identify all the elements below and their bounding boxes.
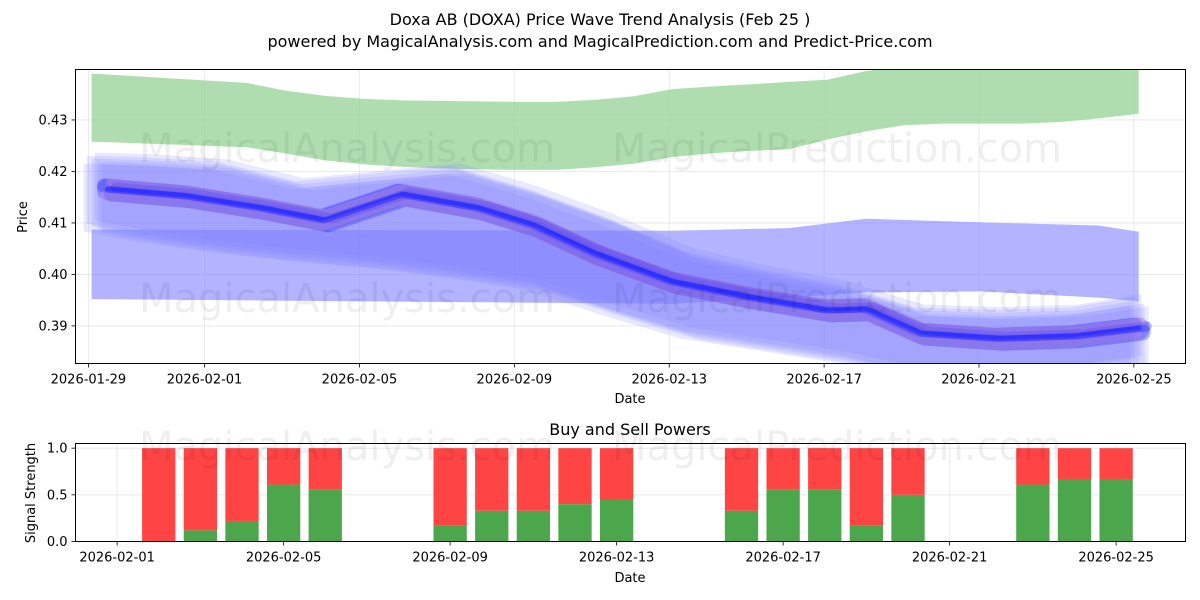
power-x-tick-label: 2026-02-05: [246, 551, 322, 566]
sell-bar: [308, 448, 342, 490]
wave-line-2: [103, 185, 1151, 351]
price-y-tick-label: 0.42: [39, 165, 68, 180]
sell-bar: [142, 448, 176, 542]
power-watermarks: MagicalAnalysis.com MagicalPrediction.co…: [139, 424, 1062, 470]
price-ticks: 0.39 0.40 0.41 0.42 0.43 2026-01-29 2026-02-01…: [39, 113, 1172, 387]
sell-bar: [433, 448, 467, 526]
power-x-tick-label: 2026-02-01: [79, 551, 155, 566]
power-x-tick-label: 2026-02-09: [412, 551, 488, 566]
buy-bar: [1057, 478, 1092, 542]
chart-subtitle: powered by MagicalAnalysis.com and Magic…: [267, 32, 932, 51]
sell-bar: [225, 448, 259, 521]
power-panel: Buy and Sell Powers MagicalAnalysis.com …: [24, 420, 1186, 586]
chart-title: Doxa AB (DOXA) Price Wave Trend Analysis…: [390, 10, 811, 29]
buy-bar: [1099, 478, 1133, 542]
price-y-label: Price: [16, 201, 31, 233]
power-x-tick-label: 2026-02-17: [745, 551, 821, 566]
wave-line-7: [104, 186, 1142, 342]
buy-bar: [266, 484, 301, 542]
price-x-tick-label: 2026-02-21: [941, 373, 1017, 388]
price-y-tick-label: 0.43: [39, 113, 68, 128]
buy-bar: [599, 499, 634, 542]
power-y-label: Signal Strength: [24, 443, 39, 543]
blue-band: [91, 218, 1139, 304]
price-y-tick-label: 0.40: [39, 268, 68, 283]
price-watermarks: MagicalAnalysis.com MagicalPrediction.co…: [139, 126, 1062, 322]
buy-bar: [475, 510, 509, 542]
sell-bar: [266, 448, 301, 485]
wave-line-5: [100, 190, 1142, 350]
price-x-tick-label: 2026-02-05: [322, 373, 398, 388]
power-bars: [142, 448, 1133, 542]
price-x-label: Date: [614, 392, 645, 407]
price-x-tick-label: 2026-02-25: [1096, 373, 1172, 388]
sell-bar: [1099, 448, 1133, 479]
wave-band-3: [86, 155, 1134, 364]
buy-bar: [724, 510, 759, 542]
buy-bar: [516, 510, 551, 542]
buy-bar: [183, 530, 218, 542]
watermark-prediction-bottom: MagicalPrediction.com: [612, 424, 1062, 470]
buy-bar: [433, 525, 467, 542]
buy-bar: [225, 520, 259, 542]
price-x-tick-label: 2026-02-13: [631, 373, 707, 388]
sell-bar: [724, 448, 759, 511]
power-x-tick-label: 2026-02-13: [579, 551, 655, 566]
power-ticks: 0.0 0.5 1.0 2026-02-01 2026-02-05 2026-02-09 2…: [47, 442, 1154, 566]
buy-bar: [308, 489, 342, 542]
wave-band-1: [91, 158, 1139, 364]
power-x-tick-label: 2026-02-25: [1078, 551, 1154, 566]
buy-bar: [1016, 484, 1050, 542]
buy-bar: [891, 494, 925, 542]
buy-bar: [849, 525, 884, 542]
power-y-tick-label: 1.0: [47, 442, 68, 457]
wave-line-6: [105, 178, 1145, 336]
sell-bar: [599, 448, 634, 500]
sell-bar: [1016, 448, 1050, 485]
watermark-prediction-mid: MagicalPrediction.com: [612, 276, 1062, 322]
price-x-tick-label: 2026-01-29: [51, 373, 127, 388]
price-y-tick-label: 0.39: [39, 319, 68, 334]
wave-band-6: [94, 152, 1142, 364]
sell-bar: [475, 448, 509, 511]
watermark-analysis-mid: MagicalAnalysis.com: [139, 276, 555, 322]
wave-band-2: [97, 161, 1145, 364]
sell-bar: [808, 448, 842, 490]
buy-bar: [808, 489, 842, 542]
sell-bar: [558, 448, 592, 505]
sell-bar: [766, 448, 800, 490]
sell-bar: [516, 448, 551, 511]
sell-bar: [183, 448, 218, 531]
watermark-analysis-bottom: MagicalAnalysis.com: [139, 424, 555, 470]
power-x-label: Date: [614, 571, 645, 586]
price-x-tick-label: 2026-02-17: [786, 373, 862, 388]
buy-bar: [558, 504, 592, 542]
wave-line-3: [96, 178, 1142, 342]
price-bands: [83, 69, 1152, 364]
price-x-tick-label: 2026-02-09: [477, 373, 553, 388]
watermark-analysis-top: MagicalAnalysis.com: [139, 126, 555, 172]
watermark-prediction-top: MagicalPrediction.com: [612, 126, 1062, 172]
price-x-tick-label: 2026-02-01: [167, 373, 243, 388]
sell-bar: [849, 448, 884, 526]
green-band: [91, 69, 1139, 170]
sell-bar: [1057, 448, 1092, 479]
wave-band-5: [83, 163, 1131, 364]
sell-bar: [891, 448, 925, 495]
power-x-tick-label: 2026-02-21: [912, 551, 988, 566]
power-title: Buy and Sell Powers: [549, 420, 711, 439]
price-y-tick-label: 0.41: [39, 216, 68, 231]
power-axes-frame: [75, 443, 1186, 542]
buy-bar: [766, 489, 800, 542]
wave-line-1: [96, 178, 1150, 350]
power-y-tick-label: 0.0: [47, 535, 68, 550]
power-y-tick-label: 0.5: [47, 488, 68, 503]
wave-line-4: [110, 182, 1152, 342]
wave-band-4: [101, 164, 1149, 364]
price-axes-frame: [75, 69, 1186, 364]
price-panel: MagicalAnalysis.com MagicalPrediction.co…: [16, 69, 1186, 407]
